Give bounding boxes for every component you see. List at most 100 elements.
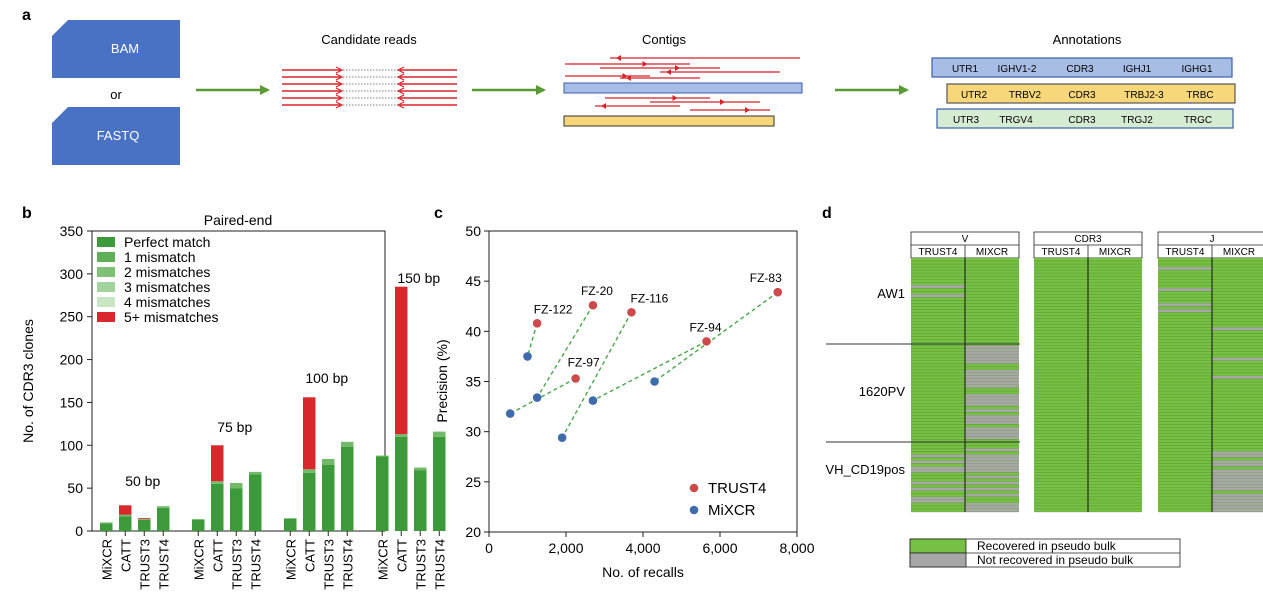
legend-entry: 5+ mismatches — [124, 309, 219, 325]
x-tick-label: TRUST4 — [156, 539, 171, 590]
x-tick-label: MiXCR — [191, 539, 206, 580]
column-header: TRUST4 — [919, 247, 958, 258]
contig-bar-yellow — [563, 115, 775, 127]
point-label: FZ-83 — [750, 271, 782, 285]
heat-cell-not-recovered — [965, 457, 1019, 461]
heat-cell-not-recovered — [965, 403, 1019, 406]
heat-cell-not-recovered — [1212, 451, 1263, 455]
heat-cell-not-recovered — [1212, 484, 1263, 488]
heat-cell-not-recovered — [965, 375, 1019, 379]
mixcr-point — [523, 352, 532, 361]
heat-cell-not-recovered — [1212, 508, 1263, 512]
bar-mismatch — [249, 471, 262, 475]
x-tick-label: CATT — [394, 539, 409, 572]
bar-mismatch — [138, 519, 151, 520]
fastq-label: FASTQ — [97, 128, 140, 143]
bar-mismatch — [414, 467, 427, 471]
legend-swatch — [97, 282, 115, 292]
legend-entry: 1 mismatch — [124, 249, 196, 265]
bar-5plus-mismatch — [138, 518, 151, 519]
block-title: J — [1210, 234, 1215, 245]
read-arrowhead — [335, 66, 344, 74]
heat-cell-not-recovered — [1212, 496, 1263, 500]
pair-connector — [654, 291, 779, 383]
heat-cell-not-recovered — [911, 466, 965, 470]
contig-read-arrow — [720, 99, 725, 105]
heat-cell-not-recovered — [1158, 303, 1212, 307]
bar-mismatch — [157, 506, 170, 508]
contig-read-arrow — [642, 61, 648, 67]
heat-cell-not-recovered — [1158, 309, 1212, 313]
legend-swatch-not-recovered — [909, 552, 967, 568]
heat-cell-not-recovered — [965, 436, 1019, 440]
y-tick-label: 25 — [465, 474, 481, 490]
legend-swatch — [97, 297, 115, 307]
heat-cell-not-recovered — [911, 460, 965, 464]
heat-cell-not-recovered — [965, 454, 1019, 458]
heat-cell-not-recovered — [965, 481, 1019, 485]
y-tick-label: 300 — [60, 266, 84, 282]
heat-cell-not-recovered — [965, 421, 1019, 425]
trust4-point — [588, 300, 598, 310]
heat-cell-not-recovered — [965, 348, 1019, 352]
legend-swatch — [97, 267, 115, 277]
heat-cell-not-recovered — [965, 345, 1019, 349]
bar-mismatch — [433, 431, 446, 437]
read-arrowhead — [396, 87, 405, 95]
heat-cell-not-recovered — [1212, 487, 1263, 491]
heat-cell-not-recovered — [911, 499, 965, 503]
trust4-point — [571, 374, 580, 383]
bar-perfect-match — [230, 488, 243, 531]
legend-entry: Recovered in pseudo bulk — [977, 539, 1117, 553]
heat-cell-not-recovered — [1212, 460, 1263, 464]
bar-perfect-match — [433, 436, 446, 531]
read-arrowhead — [396, 94, 405, 102]
heat-cell-not-recovered — [965, 487, 1019, 491]
heat-cell-not-recovered — [911, 294, 965, 298]
sample-label: 1620PV — [859, 384, 906, 399]
x-axis-label: No. of recalls — [602, 564, 684, 580]
heat-cell-not-recovered — [965, 400, 1019, 403]
y-tick-label: 0 — [75, 523, 83, 539]
heat-cell-not-recovered — [965, 466, 1019, 470]
block-title: V — [962, 234, 969, 245]
read-arrowhead — [396, 66, 405, 74]
x-tick-label: 8,000 — [779, 540, 814, 556]
annotation-segment: CDR3 — [1066, 64, 1094, 75]
bar-mismatch — [119, 514, 132, 517]
heat-cell-not-recovered — [1212, 472, 1263, 476]
heat-cell-not-recovered — [1212, 375, 1263, 379]
bar-mismatch — [341, 441, 354, 447]
y-tick-label: 150 — [60, 394, 84, 410]
y-tick-label: 35 — [465, 374, 481, 390]
heat-cell-not-recovered — [1212, 505, 1263, 509]
point-label: FZ-122 — [534, 302, 573, 316]
heat-cell-not-recovered — [1212, 357, 1263, 361]
annotation-segment: UTR2 — [961, 90, 988, 101]
contig-read-arrow — [666, 69, 671, 75]
annotation-segment: CDR3 — [1068, 115, 1096, 126]
contig-read-arrow — [672, 95, 678, 101]
contig-read-arrow — [601, 103, 606, 109]
y-tick-label: 250 — [60, 309, 84, 325]
heat-cell-not-recovered — [965, 378, 1019, 382]
candidate-reads-diagram — [282, 66, 457, 109]
bar-perfect-match — [303, 472, 316, 531]
y-axis-label: Precision (%) — [434, 339, 450, 422]
column-header: MIXCR — [976, 247, 1008, 258]
heat-cell-not-recovered — [965, 430, 1019, 434]
read-arrowhead — [396, 101, 405, 109]
contig-read-arrow — [745, 107, 750, 113]
contig-read-arrow — [675, 65, 680, 71]
y-tick-label: 45 — [465, 273, 481, 289]
annotation-row-1 — [931, 57, 1233, 78]
read-arrowhead — [335, 101, 344, 109]
x-tick-label: TRUST4 — [248, 539, 263, 590]
bar-perfect-match — [249, 474, 262, 531]
x-tick-label: 0 — [485, 540, 493, 556]
read-arrowhead — [335, 87, 344, 95]
heat-cell-not-recovered — [965, 381, 1019, 385]
bar-perfect-match — [322, 465, 335, 531]
bar-mismatch — [230, 483, 243, 489]
heat-cell-not-recovered — [965, 427, 1019, 431]
